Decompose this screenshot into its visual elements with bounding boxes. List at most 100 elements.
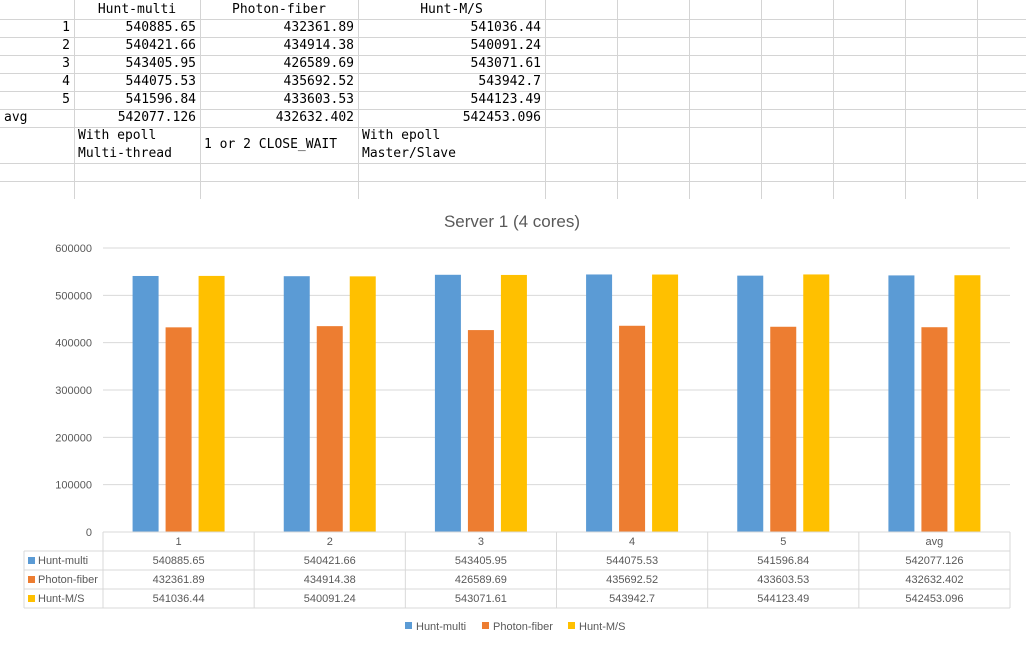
legend-swatch (405, 622, 412, 629)
legend-label: Photon-fiber (493, 621, 553, 633)
row-gridline (0, 163, 1026, 164)
data-label: 435692.52 (606, 574, 658, 586)
legend-swatch (568, 622, 575, 629)
value-cell[interactable]: 540421.66 (125, 38, 196, 53)
legend-label: Hunt-M/S (579, 621, 625, 633)
data-label: 540885.65 (153, 555, 205, 567)
column-gridline (761, 0, 762, 199)
data-label: 543942.7 (609, 593, 655, 605)
column-gridline (358, 0, 359, 199)
chart-title: Server 1 (4 cores) (444, 212, 580, 231)
category-label: 3 (478, 536, 484, 548)
value-cell[interactable]: 543071.61 (470, 56, 541, 71)
row-gridline (0, 19, 1026, 20)
legend-swatch (482, 622, 489, 629)
data-label: 544075.53 (606, 555, 658, 567)
row-label-cell[interactable]: 5 (62, 92, 70, 107)
bar-hunt-multi (283, 276, 310, 532)
bar-photon-fiber (921, 327, 948, 532)
series-key (28, 576, 35, 583)
row-gridline (0, 181, 1026, 182)
value-cell[interactable]: 426589.69 (283, 56, 354, 71)
row-label-cell[interactable]: 1 (62, 20, 70, 35)
category-label: 2 (327, 536, 333, 548)
series-name: Photon-fiber (38, 574, 98, 586)
bar-hunt-multi (737, 275, 764, 532)
bar-hunt-multi (586, 274, 613, 532)
data-label: 543405.95 (455, 555, 507, 567)
value-cell[interactable]: 543942.7 (478, 74, 541, 89)
column-gridline (617, 0, 618, 199)
data-label: 541596.84 (757, 555, 809, 567)
y-tick-label: 100000 (55, 480, 92, 492)
value-cell[interactable]: 541596.84 (125, 92, 196, 107)
value-cell[interactable]: 540091.24 (470, 38, 541, 53)
bar-hunt-m-s (652, 274, 679, 532)
row-label-cell[interactable]: 4 (62, 74, 70, 89)
value-cell[interactable]: 432632.402 (275, 110, 354, 125)
value-cell[interactable]: 432361.89 (283, 20, 354, 35)
value-cell[interactable]: 435692.52 (283, 74, 354, 89)
column-gridline (545, 0, 546, 199)
bar-photon-fiber (619, 325, 646, 532)
note-cell[interactable]: With epoll Multi-thread (78, 128, 172, 161)
bar-photon-fiber (770, 326, 797, 532)
data-label: 426589.69 (455, 574, 507, 586)
column-header-cell[interactable]: Photon-fiber (232, 2, 326, 17)
bar-photon-fiber (316, 326, 343, 532)
value-cell[interactable]: 433603.53 (283, 92, 354, 107)
note-cell[interactable]: With epoll Master/Slave (362, 128, 456, 161)
value-cell[interactable]: 541036.44 (470, 20, 541, 35)
bar-hunt-m-s (349, 276, 376, 532)
column-gridline (833, 0, 834, 199)
category-label: 4 (629, 536, 635, 548)
data-label: 434914.38 (304, 574, 356, 586)
category-label: 1 (176, 536, 182, 548)
bar-hunt-m-s (954, 275, 981, 532)
series-name: Hunt-multi (38, 555, 88, 567)
data-label: 544123.49 (757, 593, 809, 605)
bar-photon-fiber (165, 327, 192, 532)
column-header-cell[interactable]: Hunt-M/S (420, 2, 483, 17)
column-gridline (977, 0, 978, 199)
value-cell[interactable]: 434914.38 (283, 38, 354, 53)
data-label: 543071.61 (455, 593, 507, 605)
row-label-cell[interactable]: 2 (62, 38, 70, 53)
row-gridline (0, 91, 1026, 92)
row-gridline (0, 37, 1026, 38)
value-cell[interactable]: 542453.096 (462, 110, 541, 125)
column-gridline (74, 0, 75, 199)
y-tick-label: 0 (86, 527, 92, 539)
series-name: Hunt-M/S (38, 593, 84, 605)
data-label: 542077.126 (905, 555, 963, 567)
data-label: 540091.24 (304, 593, 356, 605)
value-cell[interactable]: 544075.53 (125, 74, 196, 89)
y-tick-label: 600000 (55, 243, 92, 255)
bar-hunt-multi (434, 274, 461, 532)
data-label: 432632.402 (905, 574, 963, 586)
row-label-cell[interactable]: avg (4, 110, 28, 125)
bar-chart[interactable]: Server 1 (4 cores) 0 100000 200000 300000 40… (0, 199, 1026, 648)
bar-hunt-multi (888, 275, 915, 532)
column-header-cell[interactable]: Hunt-multi (97, 2, 177, 17)
data-label: 432361.89 (153, 574, 205, 586)
data-label: 542453.096 (905, 593, 963, 605)
y-tick-label: 200000 (55, 432, 92, 444)
value-cell[interactable]: 540885.65 (125, 20, 196, 35)
data-label: 541036.44 (153, 593, 205, 605)
value-cell[interactable]: 542077.126 (117, 110, 196, 125)
note-cell[interactable]: 1 or 2 CLOSE_WAIT (204, 137, 338, 152)
series-key (28, 595, 35, 602)
row-label-cell[interactable]: 3 (62, 56, 70, 71)
series-key (28, 557, 35, 564)
column-gridline (689, 0, 690, 199)
y-tick-label: 500000 (55, 290, 92, 302)
value-cell[interactable]: 543405.95 (125, 56, 196, 71)
bar-hunt-m-s (500, 274, 527, 532)
data-label: 540421.66 (304, 555, 356, 567)
data-label: 433603.53 (757, 574, 809, 586)
column-gridline (200, 0, 201, 199)
category-label: 5 (780, 536, 786, 548)
value-cell[interactable]: 544123.49 (470, 92, 541, 107)
